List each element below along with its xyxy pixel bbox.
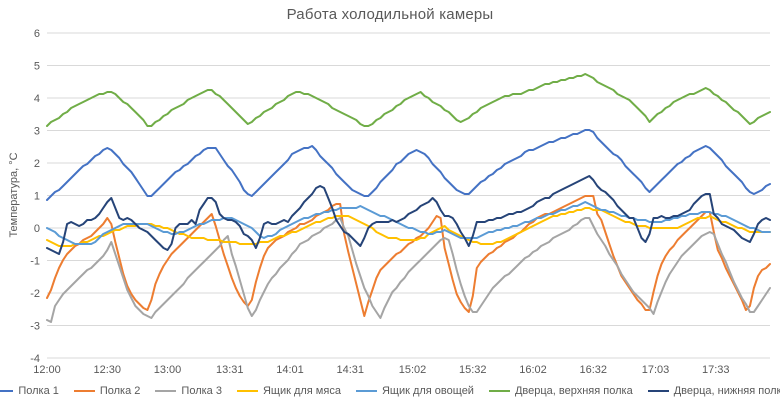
x-axis-tick-label: 14:31 [336, 364, 364, 376]
legend-item-5: Ящик для овощей [355, 385, 474, 397]
x-axis-tick-label: 12:30 [93, 364, 121, 376]
chart-title: Работа холодильной камеры [286, 6, 494, 23]
legend-line-swatch [355, 389, 377, 393]
legend-label: Ящик для овощей [381, 385, 474, 397]
x-axis-tick-label: 15:32 [459, 364, 487, 376]
legend-line-swatch [647, 389, 669, 393]
series-line-5 [46, 201, 771, 245]
series-line-2 [46, 195, 771, 317]
x-axis-tick-label: 16:32 [580, 364, 608, 376]
legend-line-swatch [236, 389, 258, 393]
series-line-7 [46, 175, 771, 255]
y-axis-tick-label: 2 [34, 158, 40, 170]
y-axis-tick-label: 1 [34, 191, 40, 203]
series-line-6 [46, 73, 771, 127]
y-axis-tick-label: 4 [34, 93, 40, 105]
legend-item-6: Дверца, верхняя полка [488, 385, 633, 397]
y-axis-tick-label: -1 [30, 256, 40, 268]
x-axis-tick-label: 14:01 [276, 364, 304, 376]
legend-line-swatch [73, 389, 95, 393]
series-line-1 [46, 129, 771, 201]
legend-item-7: Дверца, нижняя полка [647, 385, 780, 397]
y-axis-tick-label: 6 [34, 28, 40, 40]
legend-label: Полка 1 [18, 385, 59, 397]
x-axis-tick-label: 17:03 [642, 364, 670, 376]
legend-label: Полка 3 [181, 385, 222, 397]
legend-line-swatch [155, 389, 177, 393]
legend-label: Полка 2 [99, 385, 141, 397]
legend: Полка 1 Полка 2 Полка 3 Ящик для мяса Ящик д… [0, 385, 780, 397]
x-axis-tick-label: 17:33 [702, 364, 730, 376]
y-axis-tick-label: 3 [34, 126, 40, 138]
legend-label: Ящик для мяса [262, 385, 341, 397]
series-line-3 [46, 217, 771, 323]
y-axis-tick-label: -4 [30, 353, 40, 365]
x-axis-tick-label: 13:00 [154, 364, 182, 376]
x-axis-tick-label: 13:31 [216, 364, 244, 376]
x-axis-tick-label: 15:02 [399, 364, 427, 376]
legend-item-4: Ящик для мяса [236, 385, 341, 397]
legend-item-3: Полка 3 [155, 385, 222, 397]
y-axis-tick-label: -2 [30, 288, 40, 300]
y-axis-tick-label: 0 [34, 223, 40, 235]
y-axis-tick-label: -3 [30, 321, 40, 333]
legend-line-swatch [488, 389, 510, 393]
x-axis-tick-label: 16:02 [519, 364, 547, 376]
series-line-4 [46, 207, 771, 247]
legend-item-2: Полка 2 [73, 385, 141, 397]
legend-label: Дверца, верхняя полка [514, 385, 633, 397]
legend-label: Дверца, нижняя полка [673, 385, 780, 397]
x-axis-tick-label: 12:00 [33, 364, 61, 376]
legend-line-swatch [0, 389, 14, 393]
legend-item-1: Полка 1 [0, 385, 59, 397]
y-axis-tick-label: 5 [34, 61, 40, 73]
